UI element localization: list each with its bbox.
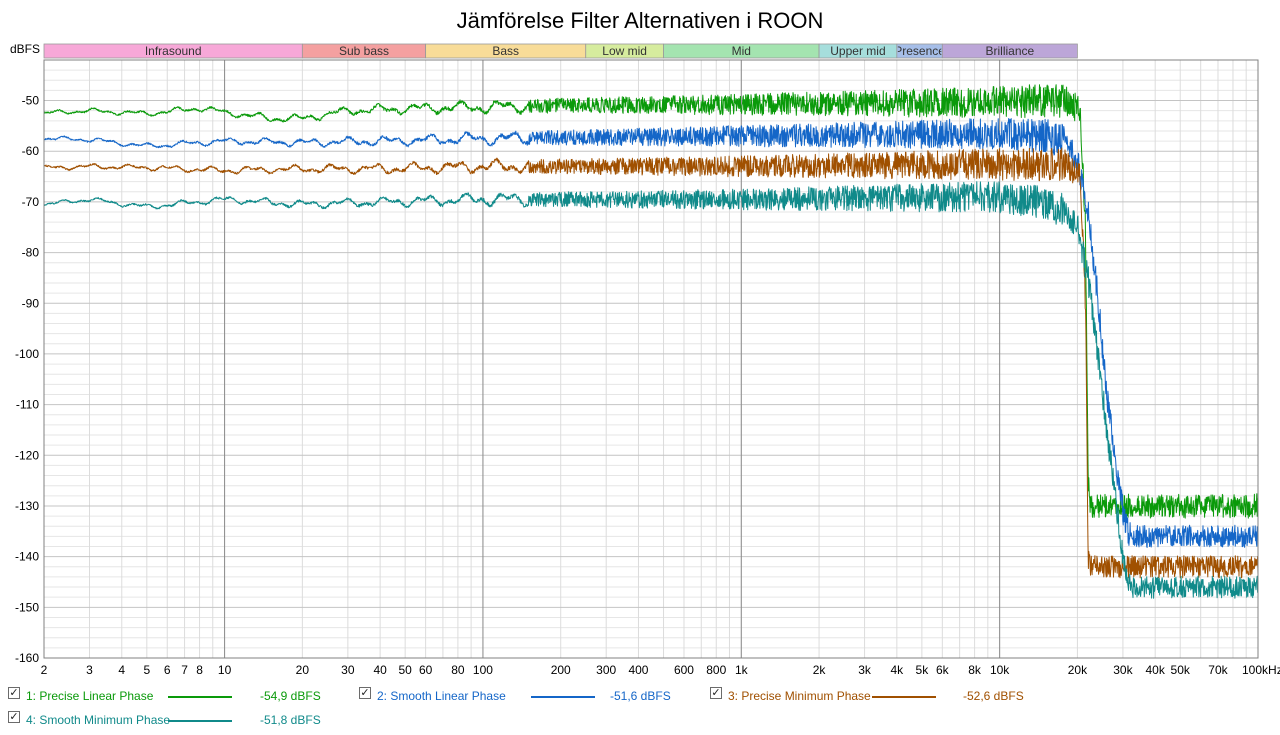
x-tick-label: 20k <box>1068 663 1088 677</box>
band-label: Brilliance <box>986 44 1035 58</box>
x-tick-label: 7 <box>181 663 188 677</box>
chart-plot: Infrasound Sub bass Bass Low mid Mid Upper mi… <box>10 42 1280 677</box>
legend-label-4: 4: Smooth Minimum Phase <box>26 713 171 727</box>
x-tick-label: 4k <box>890 663 904 677</box>
legend-value-2: -51,6 dBFS <box>610 689 671 703</box>
x-tick-label: 70k <box>1208 663 1228 677</box>
x-tick-label: 60 <box>419 663 433 677</box>
band-label: Infrasound <box>145 44 202 58</box>
x-tick-label: 50k <box>1171 663 1191 677</box>
band-label: Bass <box>492 44 519 58</box>
x-tick-label: 3k <box>858 663 872 677</box>
legend-label-3: 3: Precise Minimum Phase <box>728 689 871 703</box>
y-tick-label: -100 <box>15 347 39 361</box>
y-tick-label: -70 <box>22 195 40 209</box>
series-group <box>44 84 1258 599</box>
x-tick-label: 4 <box>118 663 125 677</box>
y-tick-label: -160 <box>15 651 39 665</box>
x-tick-label: 2k <box>813 663 827 677</box>
band-brilliance: Brilliance <box>941 43 1078 59</box>
series-line-3 <box>44 147 1258 579</box>
legend-swatch-2 <box>531 696 595 698</box>
x-tick-label: 5k <box>916 663 930 677</box>
band-label: Upper mid <box>830 44 885 58</box>
y-ticks: -50 -60 -70 -80 -90 -100 -110 -120 -130 -140 -150 -… <box>15 94 39 665</box>
y-tick-label: -130 <box>15 499 39 513</box>
legend-swatch-1 <box>168 696 232 698</box>
y-tick-label: -110 <box>16 398 39 412</box>
plot-area <box>44 60 1258 658</box>
checkbox-3[interactable]: ✓ <box>710 687 722 699</box>
legend-swatch-4 <box>168 720 232 722</box>
y-axis-label: dBFS <box>10 42 40 56</box>
series-line-2 <box>44 118 1258 548</box>
x-tick-label: 400 <box>628 663 648 677</box>
y-tick-label: -120 <box>15 448 39 462</box>
legend-value-1: -54,9 dBFS <box>260 689 321 703</box>
x-tick-label: 30 <box>341 663 355 677</box>
legend: ✓ 1: Precise Linear Phase -54,9 dBFS ✓ 2… <box>0 686 1280 735</box>
band-presence: Presence <box>894 43 945 59</box>
x-tick-label: 6k <box>936 663 950 677</box>
chart-title: Jämförelse Filter Alternativen i ROON <box>456 8 824 33</box>
series-line-4 <box>44 181 1258 599</box>
y-tick-label: -140 <box>15 550 39 564</box>
frequency-bands: Infrasound Sub bass Bass Low mid Mid Upper mi… <box>43 43 1078 59</box>
x-tick-label: 10k <box>990 663 1010 677</box>
x-tick-label: 100kHz <box>1242 663 1280 677</box>
y-tick-label: -90 <box>22 296 40 310</box>
legend-value-4: -51,8 dBFS <box>260 713 321 727</box>
y-tick-label: -60 <box>22 144 40 158</box>
checkbox-1[interactable]: ✓ <box>8 687 20 699</box>
band-infrasound: Infrasound <box>43 43 303 59</box>
x-tick-label: 1k <box>735 663 749 677</box>
x-tick-label: 20 <box>296 663 310 677</box>
legend-label-2: 2: Smooth Linear Phase <box>377 689 506 703</box>
x-tick-label: 100 <box>473 663 493 677</box>
band-label: Sub bass <box>339 44 389 58</box>
x-tick-label: 6 <box>164 663 171 677</box>
x-tick-label: 40k <box>1146 663 1166 677</box>
x-tick-label: 80 <box>451 663 465 677</box>
legend-label-1: 1: Precise Linear Phase <box>26 689 154 703</box>
x-tick-label: 600 <box>674 663 694 677</box>
legend-value-3: -52,6 dBFS <box>963 689 1024 703</box>
band-mid: Mid <box>663 43 820 59</box>
x-tick-label: 3 <box>86 663 93 677</box>
series-line-1 <box>44 84 1258 519</box>
x-tick-label: 800 <box>706 663 726 677</box>
x-tick-label: 8 <box>196 663 203 677</box>
band-upper-mid: Upper mid <box>818 43 898 59</box>
x-tick-label: 2 <box>41 663 48 677</box>
x-tick-label: 5 <box>143 663 150 677</box>
x-tick-label: 40 <box>373 663 387 677</box>
legend-swatch-3 <box>872 696 936 698</box>
checkbox-2[interactable]: ✓ <box>359 687 371 699</box>
x-ticks: 2 3 4 5 6 7 8 10 20 30 40 50 60 80 100 200 300 400 600 800 1… <box>41 663 1280 677</box>
x-tick-label: 50 <box>398 663 412 677</box>
band-label: Presence <box>894 44 945 58</box>
band-rect <box>941 43 1078 59</box>
y-tick-label: -50 <box>22 94 40 108</box>
plot-border <box>43 59 1259 659</box>
x-tick-label: 200 <box>551 663 571 677</box>
band-low-mid: Low mid <box>585 43 664 59</box>
x-tick-label: 300 <box>596 663 616 677</box>
y-tick-label: -80 <box>22 246 40 260</box>
checkbox-4[interactable]: ✓ <box>8 711 20 723</box>
y-tick-label: -150 <box>15 600 39 614</box>
x-tick-label: 8k <box>968 663 982 677</box>
x-tick-label: 10 <box>218 663 232 677</box>
x-tick-label: 30k <box>1113 663 1133 677</box>
band-label: Mid <box>732 44 751 58</box>
band-bass: Bass <box>425 43 587 59</box>
band-label: Low mid <box>602 44 647 58</box>
band-sub-bass: Sub bass <box>301 43 427 59</box>
